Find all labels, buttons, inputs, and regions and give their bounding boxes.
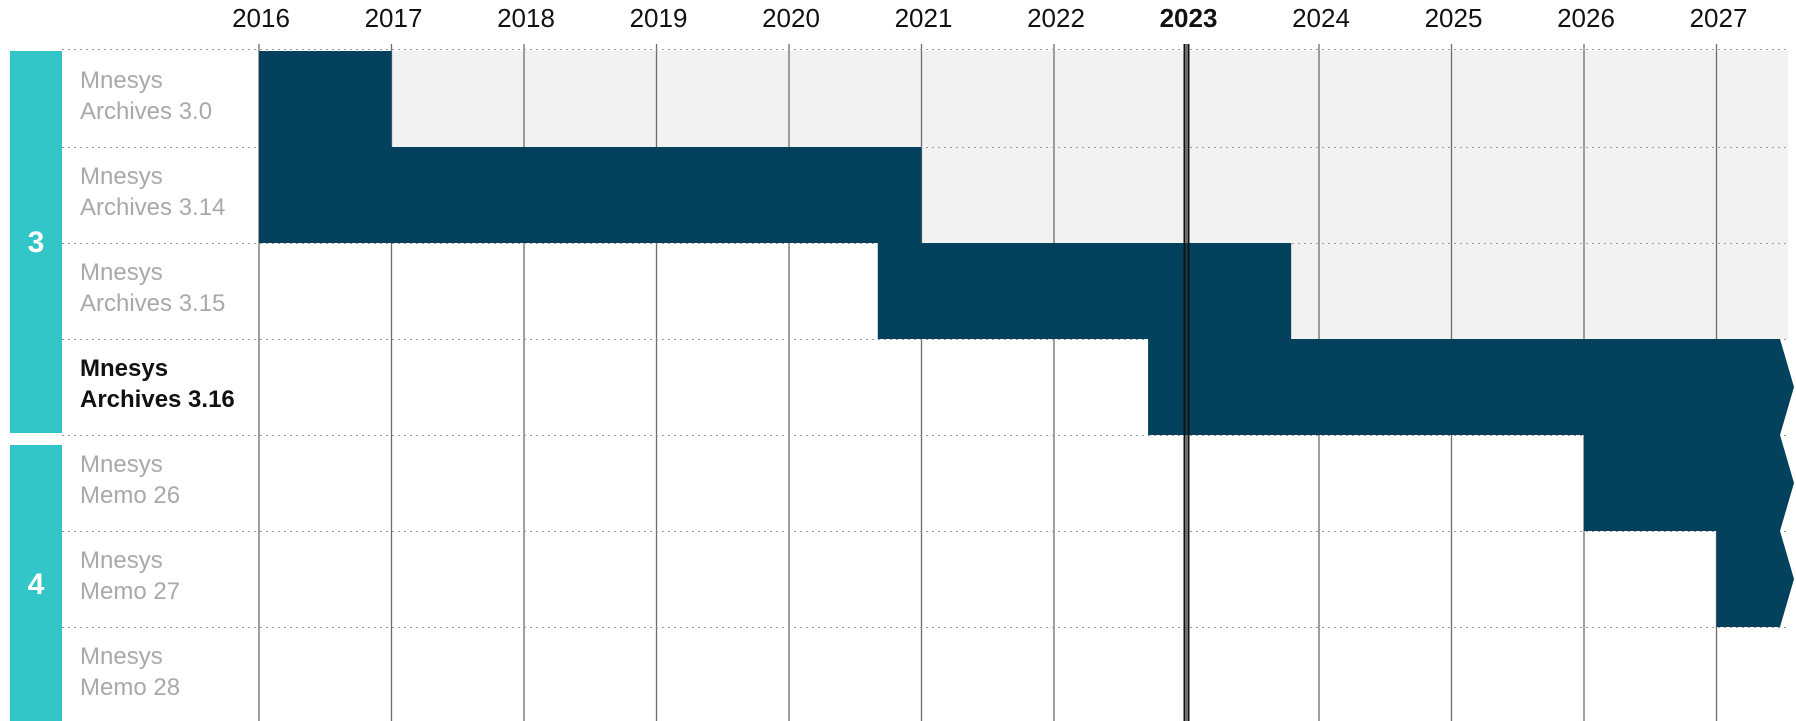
release-bars: [259, 51, 1794, 627]
release-bar: [259, 147, 922, 243]
year-label: 2018: [497, 3, 555, 33]
year-axis: 2016 2017 2018 2019 2020 2021 2022 2023 2024 2025…: [232, 3, 1747, 33]
support-band: [1291, 243, 1788, 339]
version-group-label: 3: [28, 226, 45, 259]
version-group-3: [10, 51, 62, 433]
row-label: Mnesys Memo 26: [80, 451, 180, 509]
row-label: Mnesys Archives 3.0: [80, 67, 212, 125]
row-label: Mnesys Archives 3.16: [80, 355, 235, 413]
support-band: [259, 51, 1788, 147]
row-label: Mnesys Archives 3.14: [80, 163, 225, 221]
year-label: 2026: [1557, 3, 1615, 33]
release-bar: [259, 51, 392, 147]
row-label: Mnesys Memo 27: [80, 547, 180, 605]
year-label: 2022: [1027, 3, 1085, 33]
version-group-4: [10, 445, 62, 721]
year-label: 2016: [232, 3, 290, 33]
release-bar: [1148, 339, 1794, 435]
version-group-label: 4: [28, 568, 45, 601]
year-label: 2027: [1690, 3, 1748, 33]
version-groups: 34: [10, 51, 62, 721]
year-label: 2020: [762, 3, 820, 33]
row-label: Mnesys Archives 3.15: [80, 259, 225, 317]
current-year-marker: [1183, 44, 1190, 721]
year-label: 2023: [1160, 3, 1218, 33]
year-label: 2025: [1425, 3, 1483, 33]
release-bar: [877, 243, 1292, 339]
release-bar: [1584, 435, 1794, 531]
year-label: 2021: [895, 3, 953, 33]
year-label: 2017: [365, 3, 423, 33]
row-label: Mnesys Memo 28: [80, 643, 180, 701]
year-label: 2024: [1292, 3, 1350, 33]
row-labels: Mnesys Archives 3.0 Mnesys Archives 3.14 Mne…: [80, 67, 235, 701]
year-label: 2019: [630, 3, 688, 33]
release-bar: [1716, 531, 1794, 627]
